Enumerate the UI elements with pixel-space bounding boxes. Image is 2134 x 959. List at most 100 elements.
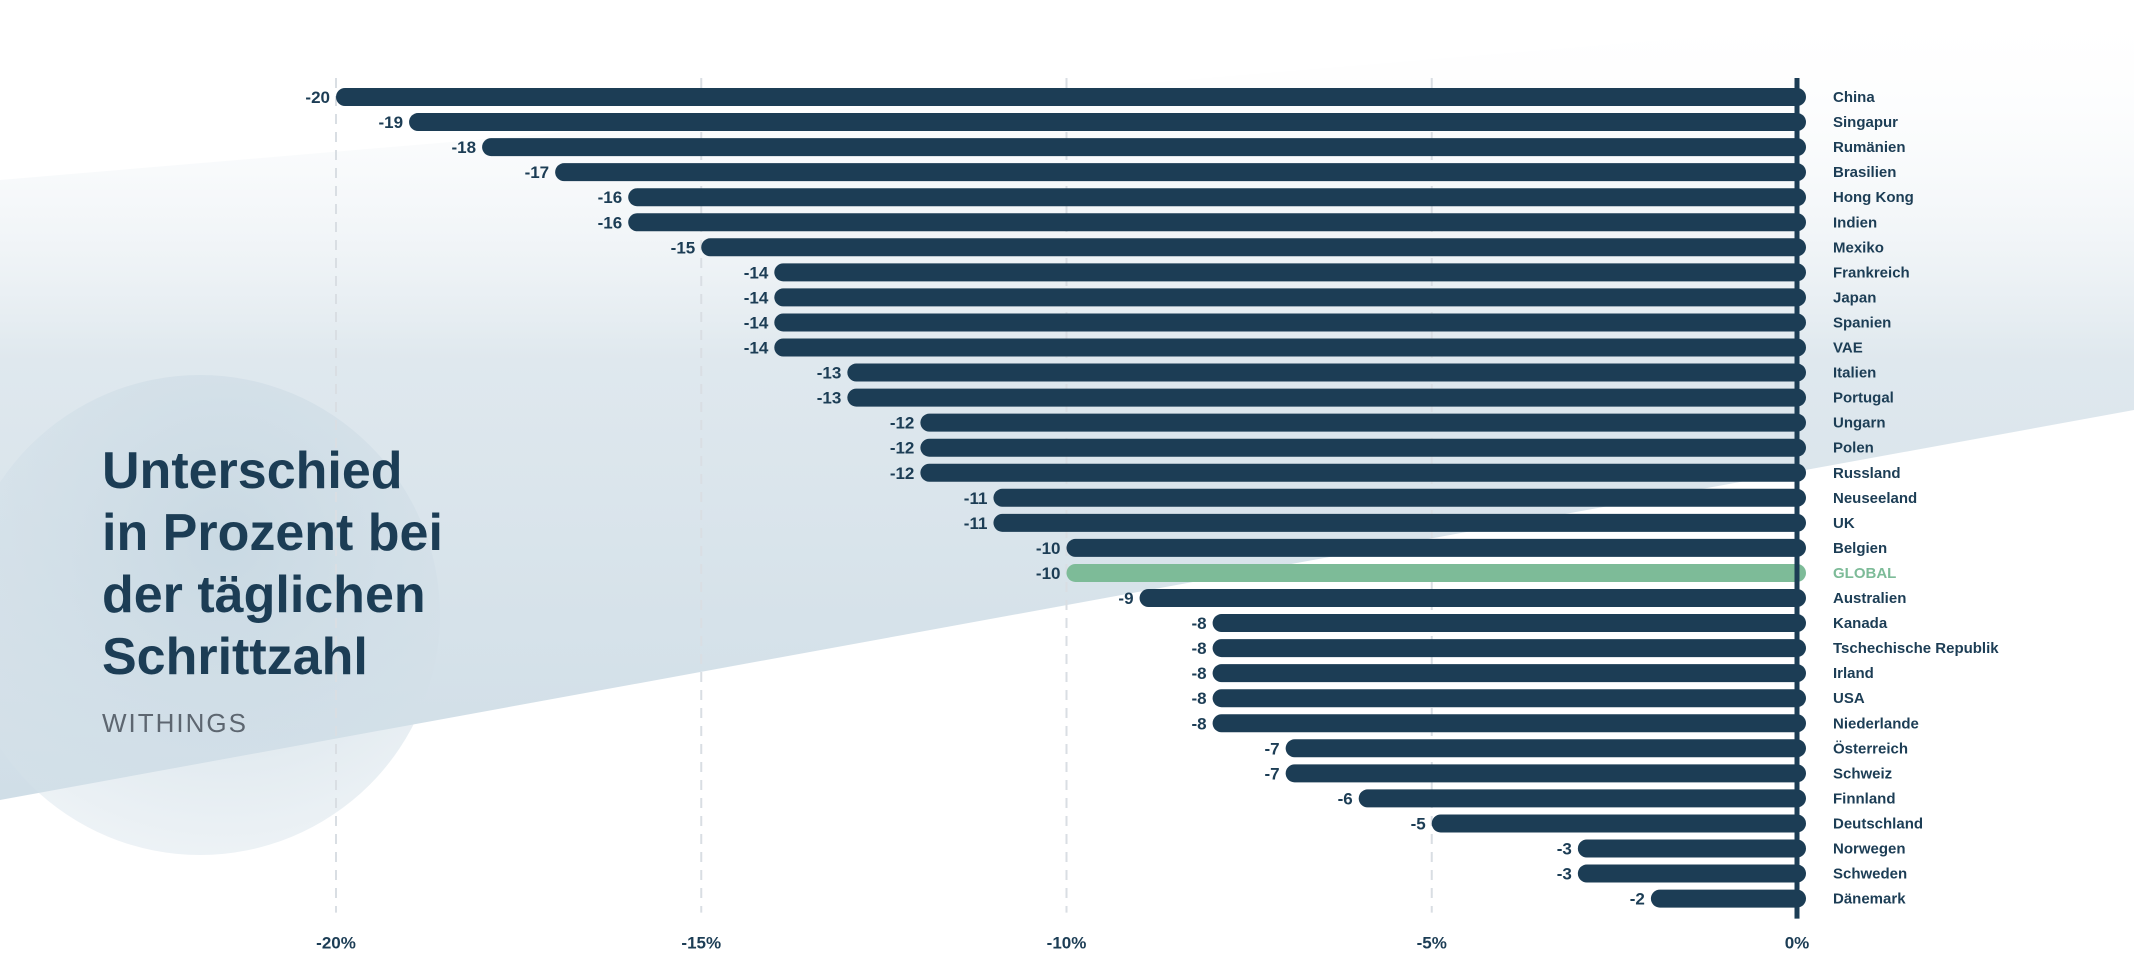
bar-value-label: -3	[1557, 840, 1572, 859]
bar	[847, 363, 1806, 382]
bar-value-label: -16	[598, 213, 623, 232]
bar-value-label: -3	[1557, 865, 1572, 884]
bar-value-label: -14	[744, 313, 769, 332]
bar	[409, 113, 1806, 132]
category-label: Dänemark	[1833, 891, 1906, 908]
category-label: Österreich	[1833, 740, 1908, 757]
bar	[1066, 538, 1806, 557]
category-label: Portugal	[1833, 390, 1894, 407]
bar-value-label: -20	[305, 88, 330, 107]
bar-value-label: -9	[1118, 589, 1133, 608]
bar-value-label: -6	[1338, 789, 1353, 808]
bar-value-label: -14	[744, 339, 769, 358]
bar-value-label: -13	[817, 364, 842, 383]
bar-value-label: -5	[1411, 814, 1426, 833]
bar	[1577, 839, 1806, 858]
category-label: Singapur	[1833, 114, 1898, 131]
bar	[1212, 714, 1806, 733]
bar-value-label: -11	[964, 489, 988, 508]
category-label: Polen	[1833, 440, 1874, 457]
bar	[1139, 589, 1806, 607]
category-label: Spanien	[1833, 314, 1891, 331]
bar	[1285, 739, 1806, 758]
category-label: Belgien	[1833, 540, 1887, 557]
category-label: Irland	[1833, 665, 1874, 682]
x-tick-label: -15%	[681, 934, 721, 953]
bar	[1212, 639, 1806, 658]
bar-value-label: -14	[744, 263, 769, 282]
bar	[628, 213, 1807, 232]
bar-value-label: -8	[1191, 639, 1206, 658]
bar	[774, 338, 1806, 357]
category-label: Mexiko	[1833, 239, 1884, 256]
category-label: VAE	[1833, 340, 1863, 357]
title-block: Unterschied in Prozent bei der täglichen…	[102, 440, 522, 739]
category-label: Kanada	[1833, 615, 1888, 632]
labels: -20 China -19 Singapur -18 Rumänien -17 Brasili…	[305, 88, 1999, 909]
category-label: Hong Kong	[1833, 189, 1914, 206]
bar	[920, 463, 1806, 482]
category-label: Ungarn	[1833, 415, 1886, 432]
category-label: Rumänien	[1833, 139, 1906, 156]
bar	[1212, 689, 1806, 708]
x-tick-label: -20%	[316, 934, 356, 953]
bar-value-label: -7	[1265, 739, 1280, 758]
bar	[701, 238, 1806, 257]
bar	[774, 263, 1806, 282]
category-label: UK	[1833, 515, 1855, 532]
category-label: Neuseeland	[1833, 490, 1917, 507]
bars	[336, 88, 1807, 908]
category-label: Norwegen	[1833, 841, 1906, 858]
bar	[993, 488, 1806, 507]
bar-value-label: -13	[817, 389, 842, 408]
bar-value-label: -18	[452, 138, 477, 157]
bar	[1431, 814, 1806, 833]
bar-value-label: -7	[1265, 764, 1280, 783]
category-label: Japan	[1833, 289, 1876, 306]
bar	[920, 438, 1806, 457]
bar-value-label: -14	[744, 288, 769, 307]
background-circle	[0, 375, 440, 855]
bar	[1212, 664, 1806, 683]
bar	[993, 513, 1806, 532]
category-label: USA	[1833, 690, 1865, 707]
bar-value-label: -8	[1191, 714, 1206, 733]
bar-value-label: -8	[1191, 614, 1206, 633]
bar	[774, 313, 1806, 332]
category-label: Schweden	[1833, 866, 1907, 883]
category-label: Tschechische Republik	[1833, 640, 1999, 657]
x-axis-ticks: -20% -15% -10% -5% 0%	[316, 934, 1809, 953]
x-tick-label: -5%	[1417, 934, 1447, 953]
bar	[1285, 764, 1806, 783]
bar-value-label: -15	[671, 238, 696, 257]
bar	[774, 288, 1806, 307]
category-label: Australien	[1833, 590, 1906, 607]
chart-title: Unterschied in Prozent bei der täglichen…	[102, 442, 443, 686]
category-label: Schweiz	[1833, 765, 1892, 782]
x-tick-label: -10%	[1047, 934, 1087, 953]
bar	[920, 413, 1806, 432]
bar	[1066, 563, 1806, 582]
bar-value-label: -8	[1191, 689, 1206, 708]
category-label: Deutschland	[1833, 815, 1923, 832]
category-label: Finnland	[1833, 790, 1896, 807]
category-label: Frankreich	[1833, 264, 1910, 281]
bar	[482, 138, 1807, 157]
bar	[336, 88, 1806, 106]
bar-value-label: -10	[1036, 564, 1061, 583]
x-tick-label: 0%	[1785, 934, 1810, 953]
bar-value-label: -16	[598, 188, 623, 207]
bar	[1650, 889, 1806, 908]
bar-value-label: -17	[525, 163, 550, 182]
bar-value-label: -12	[890, 464, 915, 483]
category-label: Indien	[1833, 214, 1877, 231]
category-label: Niederlande	[1833, 715, 1919, 732]
bar	[1577, 864, 1806, 883]
bar-value-label: -8	[1191, 664, 1206, 683]
bar	[628, 188, 1807, 207]
brand-label: WITHINGS	[102, 708, 248, 738]
bar-value-label: -2	[1630, 890, 1645, 909]
bar	[1212, 614, 1806, 633]
bar	[847, 388, 1806, 407]
